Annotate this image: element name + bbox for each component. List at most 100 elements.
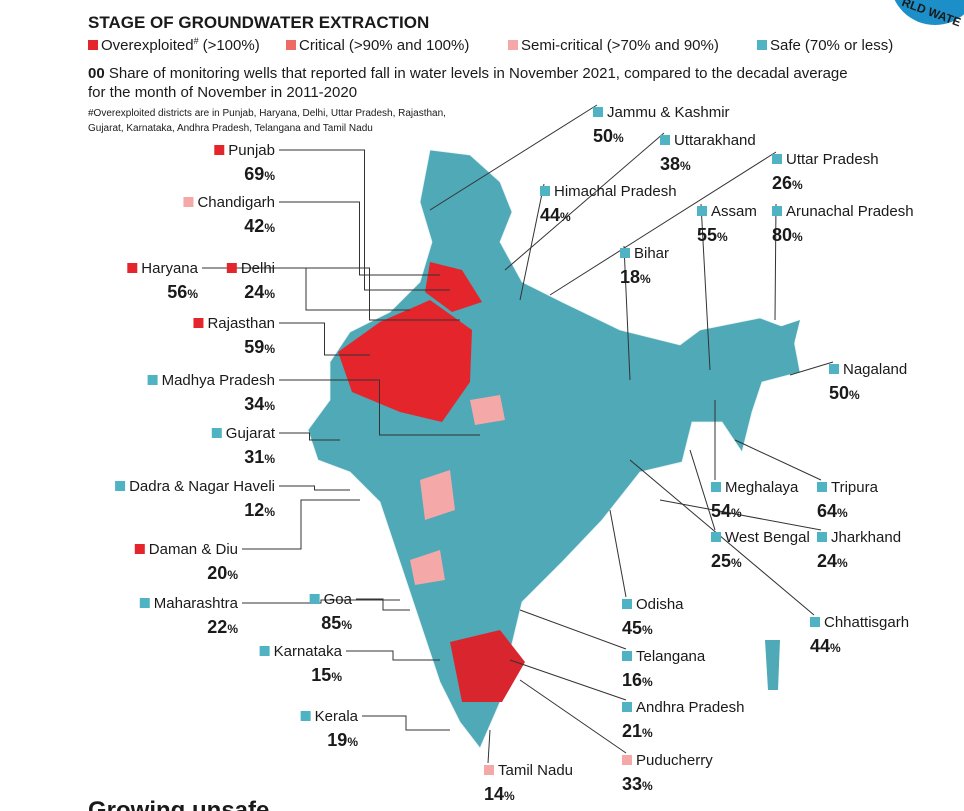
share-unit: % [642, 779, 653, 793]
category-swatch [829, 364, 839, 374]
note: Gujarat, Karnataka, Andhra Pradesh, Tela… [88, 123, 373, 134]
state-share: 56% [167, 282, 198, 302]
state-name: Haryana [141, 260, 198, 277]
legend-range: (70% or less) [805, 37, 893, 54]
category-swatch [622, 755, 632, 765]
category-swatch [540, 186, 550, 196]
category-swatch [772, 206, 782, 216]
category-swatch [139, 598, 150, 608]
share-unit: % [837, 556, 848, 570]
share-unit: % [642, 675, 653, 689]
leader-line [509, 659, 627, 701]
state-name: Uttar Pradesh [786, 151, 879, 168]
share-unit: % [837, 506, 848, 520]
category-swatch [817, 532, 827, 542]
category-swatch [309, 594, 320, 604]
legend-name: Semi-critical [521, 37, 603, 54]
state-share: 44% [810, 636, 841, 656]
share-value: 18 [620, 267, 640, 287]
category-swatch [226, 263, 237, 273]
share-value: 38 [660, 154, 680, 174]
leader-line [789, 361, 834, 376]
key-line-1: 00 Share of monitoring wells that report… [88, 65, 848, 82]
share-unit: % [640, 272, 651, 286]
share-value: 34 [244, 394, 264, 414]
share-unit: % [227, 622, 238, 636]
state-share: 55% [697, 225, 728, 245]
state-name: Jharkhand [831, 529, 901, 546]
share-value: 20 [207, 563, 227, 583]
legend-swatch [88, 40, 98, 50]
share-value: 16 [622, 670, 642, 690]
state-share: 24% [817, 551, 848, 571]
state-name: Puducherry [636, 752, 713, 769]
legend-name: Overexploited [101, 37, 194, 54]
legend-sup: # [194, 36, 199, 46]
leader-line [487, 729, 491, 764]
state-name: Uttarakhand [674, 132, 756, 149]
northeast-hills [765, 320, 800, 690]
leader-line [774, 203, 777, 321]
share-unit: % [849, 388, 860, 402]
share-unit: % [731, 556, 742, 570]
category-swatch [711, 482, 721, 492]
category-swatch [127, 263, 138, 273]
category-swatch [622, 702, 632, 712]
share-unit: % [227, 568, 238, 582]
share-value: 22 [207, 617, 227, 637]
share-unit: % [830, 641, 841, 655]
category-swatch [484, 765, 494, 775]
share-value: 42 [244, 216, 264, 236]
category-swatch [115, 481, 126, 491]
badge: RLD WATE [894, 0, 964, 29]
leader-line [623, 245, 631, 381]
semi-critical-patches [410, 395, 505, 585]
state-share: 12% [244, 500, 275, 520]
share-value: 26 [772, 173, 792, 193]
state-share: 69% [244, 164, 275, 184]
state-name: Karnataka [274, 643, 343, 660]
leader-line [279, 432, 340, 441]
key-line-2: for the month of November in 2011-2020 [88, 84, 357, 101]
note: #Overexploited districts are in Punjab, … [88, 108, 446, 119]
state-share: 15% [311, 665, 342, 685]
share-unit: % [642, 623, 653, 637]
leader-line [629, 459, 815, 616]
share-unit: % [264, 399, 275, 413]
overexploited-south [450, 630, 525, 702]
category-swatch [214, 145, 225, 155]
share-value: 59 [244, 337, 264, 357]
share-value: 50 [829, 383, 849, 403]
category-swatch [259, 646, 270, 656]
state-name: Chandigarh [197, 194, 275, 211]
state-share: 45% [622, 618, 653, 638]
state-name: West Bengal [725, 529, 810, 546]
leader-line [279, 267, 460, 321]
share-unit: % [187, 287, 198, 301]
leader-line [279, 322, 370, 356]
share-value: 64 [817, 501, 837, 521]
state-share: 14% [484, 784, 515, 804]
legend-swatch [757, 40, 767, 50]
legend-label: Semi-critical (>70% and 90%) [521, 37, 719, 54]
category-swatch [593, 107, 603, 117]
leader-line [362, 715, 450, 731]
state-name: Assam [711, 203, 757, 220]
state-name: Jammu & Kashmir [607, 104, 730, 121]
share-unit: % [264, 505, 275, 519]
badge-circle [894, 0, 964, 25]
state-name: Madhya Pradesh [162, 372, 275, 389]
share-unit: % [264, 342, 275, 356]
legend-range: (>100%) [203, 37, 260, 54]
state-share: 33% [622, 774, 653, 794]
state-name: Bihar [634, 245, 669, 262]
state-name: Gujarat [226, 425, 276, 442]
share-value: 80 [772, 225, 792, 245]
share-unit: % [264, 221, 275, 235]
category-swatch [211, 428, 222, 438]
state-name: Goa [324, 591, 353, 608]
legend-range: (>70% and 90%) [607, 37, 719, 54]
legend-name: Safe [770, 37, 801, 54]
share-unit: % [731, 506, 742, 520]
leader-line [346, 650, 440, 661]
